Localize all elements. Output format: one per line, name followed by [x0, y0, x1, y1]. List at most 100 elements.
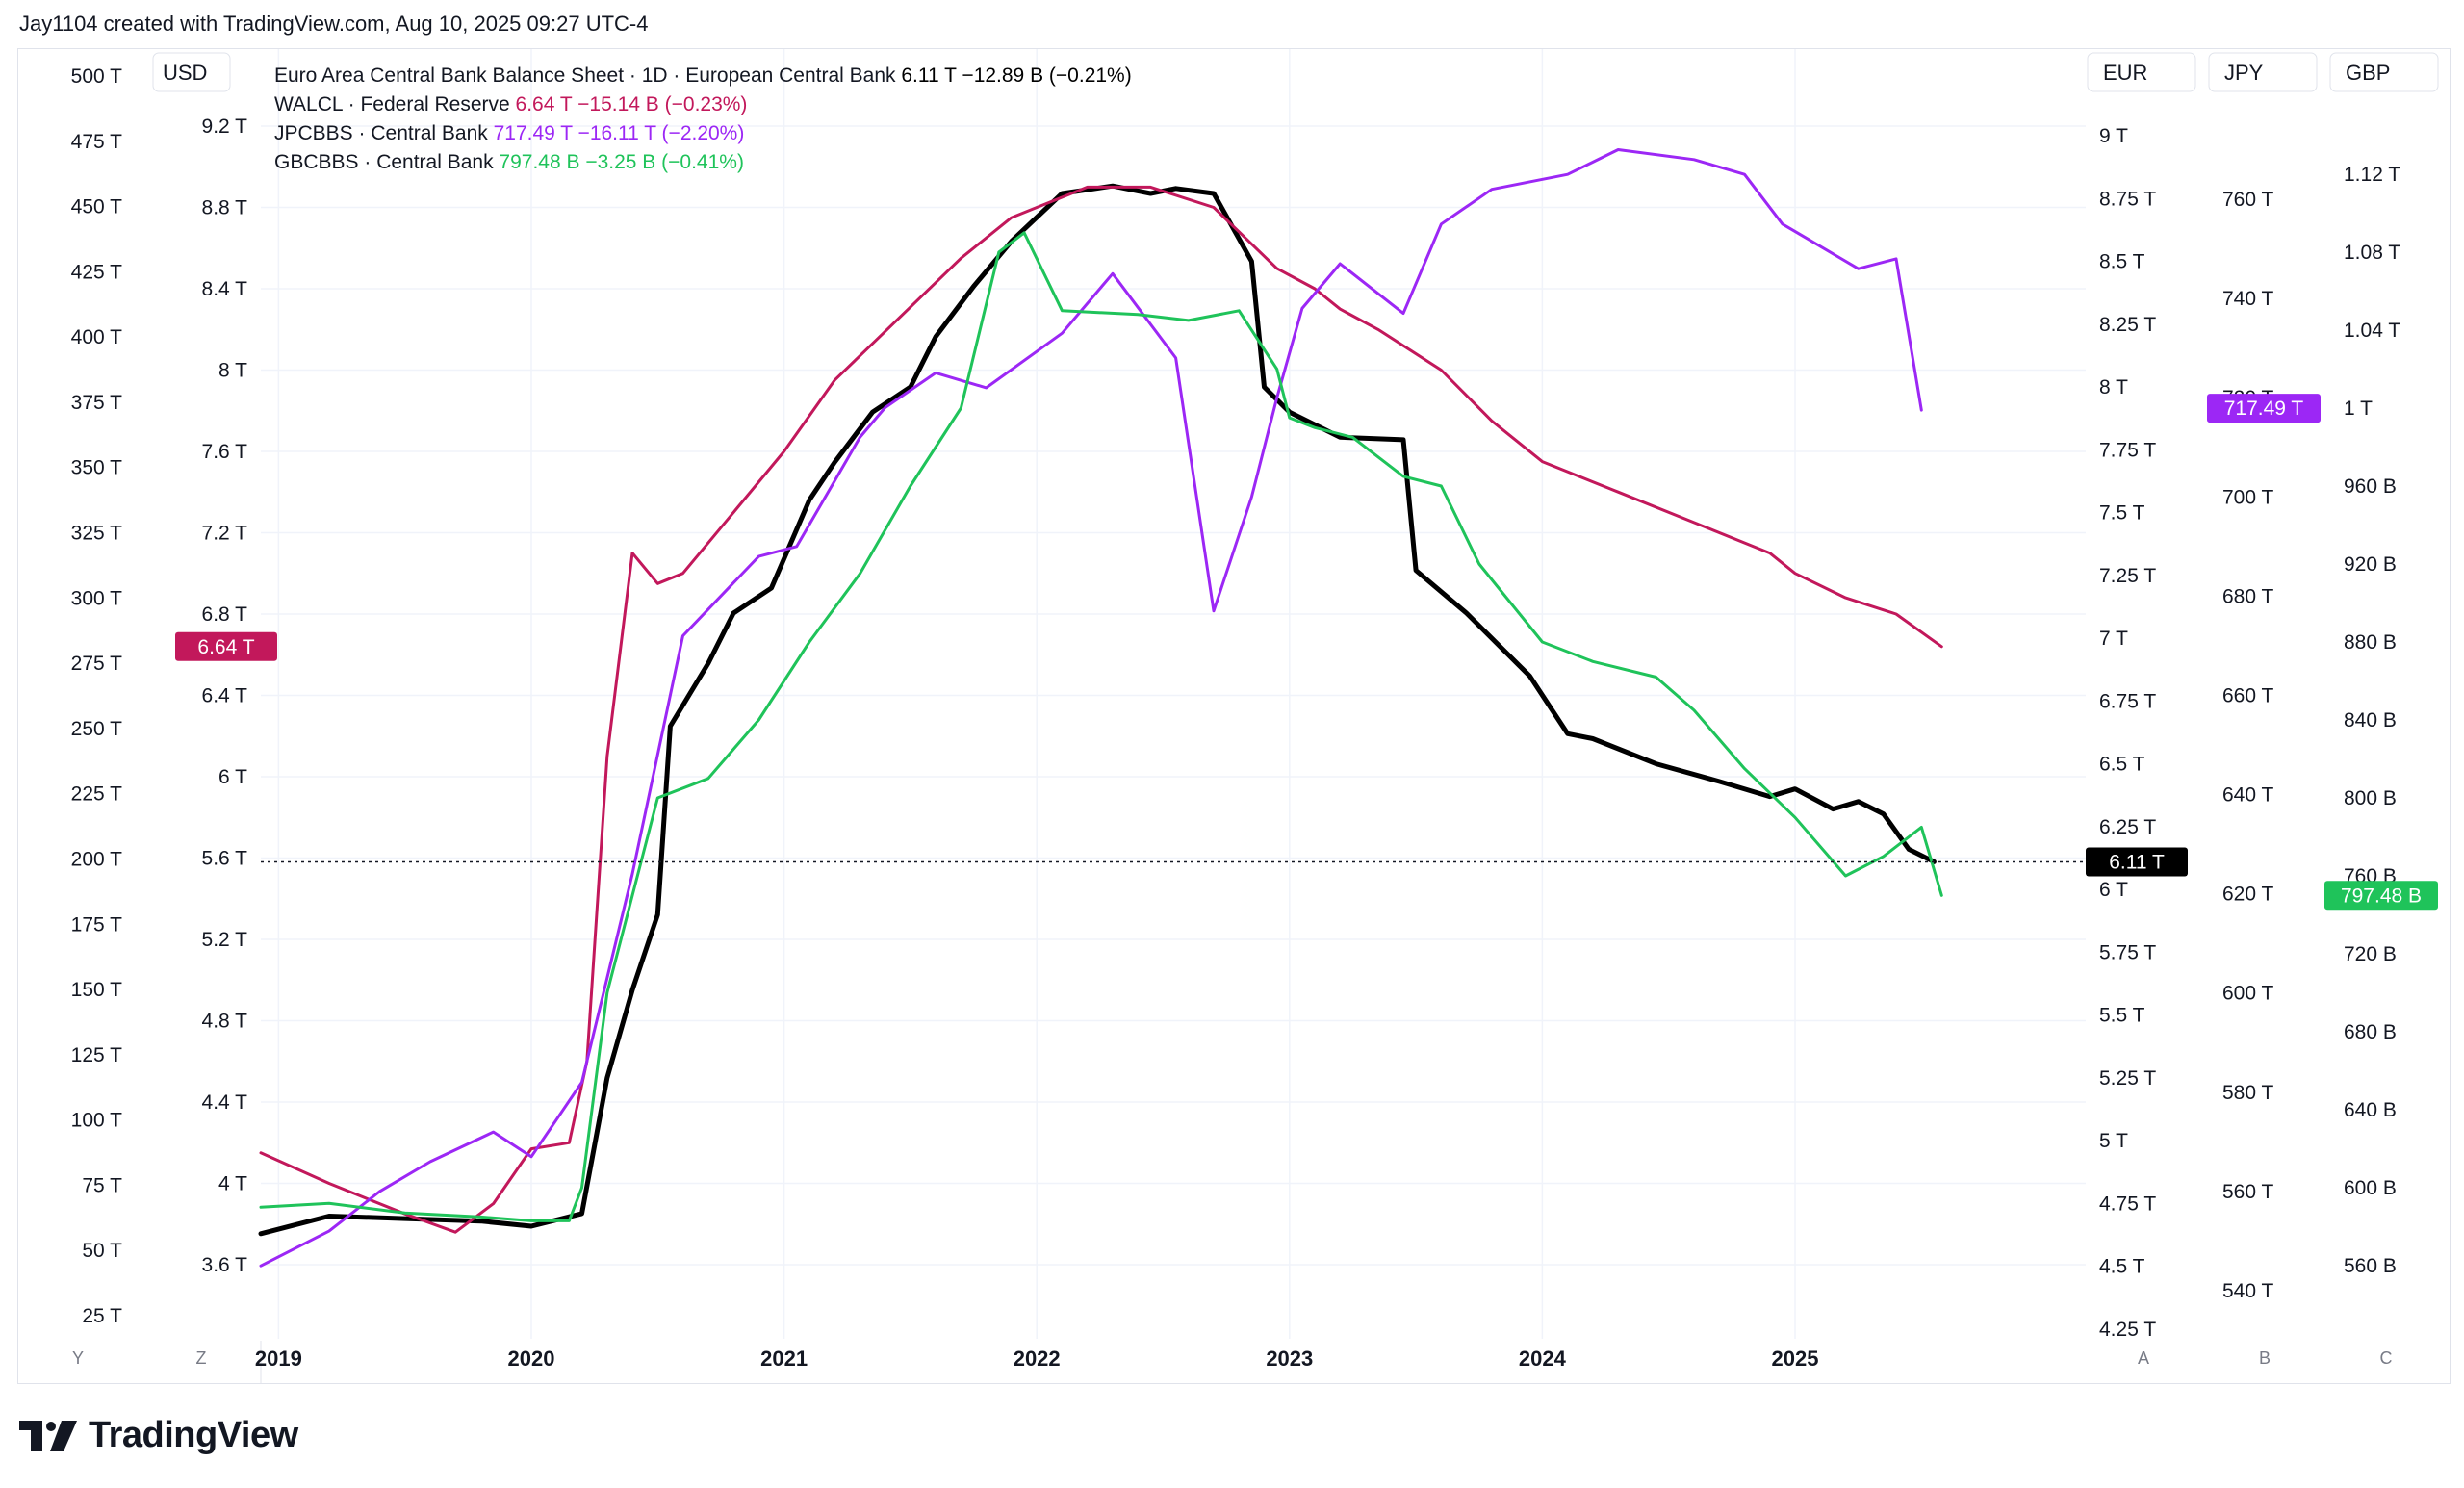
- legend-item[interactable]: JPCBBS · Central Bank 717.49 T −16.11 T …: [274, 122, 744, 144]
- eur-tick-label: 4.75 T: [2099, 1193, 2156, 1215]
- x-tick-label: 2019: [255, 1347, 302, 1371]
- usd_outer-tick-label: 300 T: [71, 587, 122, 609]
- usd_inner-tick-label: 5.2 T: [202, 929, 248, 951]
- eur-tick-label: 8.5 T: [2099, 251, 2145, 273]
- usd_outer-tick-label: 50 T: [82, 1240, 122, 1262]
- eur-tick-label: 6.75 T: [2099, 690, 2156, 712]
- walcl-price-tag-label: 6.64 T: [197, 636, 254, 658]
- usd_outer-tick-label: 400 T: [71, 326, 122, 348]
- eur-tick-label: 7 T: [2099, 628, 2128, 650]
- eur-tick-label: 5 T: [2099, 1130, 2128, 1152]
- ecb-price-tag-label: 6.11 T: [2109, 851, 2165, 873]
- gbp-tick-label: 640 B: [2344, 1099, 2397, 1121]
- chart-frame: USD EUR JPY GBP 500 T 475 T 450 T 425 T 400 …: [17, 48, 2451, 1384]
- tradingview-logo-icon: [19, 1420, 77, 1451]
- gbp-scale-tab[interactable]: GBP: [2329, 52, 2439, 92]
- usd-scale-tab[interactable]: USD: [152, 52, 231, 92]
- jpy-tick-label: 540 T: [2222, 1280, 2273, 1302]
- usd_outer-tick-label: 125 T: [71, 1044, 122, 1066]
- usd_inner-tick-label: 4.4 T: [202, 1091, 248, 1114]
- usd_inner-tick-label: 8.4 T: [202, 278, 248, 300]
- chart-attribution-header: Jay1104 created with TradingView.com, Au…: [19, 12, 649, 36]
- jpy-tick-label: 620 T: [2222, 884, 2273, 906]
- x-tick-label: 2022: [1014, 1347, 1061, 1371]
- x-tick-label: 2020: [508, 1347, 555, 1371]
- eur-tick-label: 4.25 T: [2099, 1319, 2156, 1341]
- gbp-tick-label: 1 T: [2344, 398, 2373, 420]
- eur-tick-label: 6 T: [2099, 879, 2128, 901]
- price-scales: 500 T 475 T 450 T 425 T 400 T 375 T 350 T 325 T…: [71, 65, 2401, 1341]
- usd_outer-tick-label: 325 T: [71, 523, 122, 545]
- series-line-2[interactable]: [259, 148, 1923, 1268]
- usd_outer-tick-label: 150 T: [71, 979, 122, 1001]
- usd_outer-tick-label: 25 T: [82, 1305, 122, 1327]
- usd_inner-tick-label: 7.6 T: [202, 441, 248, 463]
- jpcbbs-price-tag-label: 717.49 T: [2224, 398, 2304, 420]
- jpy-tick-label: 580 T: [2222, 1082, 2273, 1104]
- gbp-tick-label: 1.04 T: [2344, 320, 2400, 342]
- axis-letter-z[interactable]: Z: [196, 1348, 207, 1368]
- axis-letter-b[interactable]: B: [2259, 1348, 2271, 1368]
- eur-tab-label: EUR: [2103, 61, 2147, 85]
- legend-item[interactable]: Euro Area Central Bank Balance Sheet · 1…: [274, 64, 1132, 87]
- jpy-tick-label: 560 T: [2222, 1181, 2273, 1203]
- usd_outer-tick-label: 75 T: [82, 1174, 122, 1196]
- usd_outer-tick-label: 350 T: [71, 457, 122, 479]
- jpy-scale-tab[interactable]: JPY: [2208, 52, 2318, 92]
- gbp-tick-label: 1.12 T: [2344, 164, 2400, 186]
- usd_inner-tick-label: 6.8 T: [202, 603, 248, 626]
- usd_inner-tick-label: 5.6 T: [202, 848, 248, 870]
- usd_outer-tick-label: 450 T: [71, 196, 122, 218]
- chart-canvas[interactable]: USD EUR JPY GBP 500 T 475 T 450 T 425 T 400 …: [18, 49, 2450, 1383]
- usd_inner-tick-label: 3.6 T: [202, 1254, 248, 1276]
- eur-tick-label: 9 T: [2099, 125, 2128, 147]
- usd_outer-tick-label: 200 T: [71, 848, 122, 870]
- axis-letter-a[interactable]: A: [2138, 1348, 2149, 1368]
- usd_outer-tick-label: 500 T: [71, 65, 122, 88]
- walcl-price-tag: 6.64 T: [175, 631, 277, 661]
- usd_inner-tick-label: 8 T: [218, 360, 247, 382]
- legend-item[interactable]: GBCBBS · Central Bank 797.48 B −3.25 B (…: [274, 151, 744, 173]
- series-lines: [258, 148, 1943, 1268]
- eur-tick-label: 5.5 T: [2099, 1005, 2145, 1027]
- axis-letter-c[interactable]: C: [2380, 1348, 2393, 1368]
- x-tick-label: 2024: [1519, 1347, 1567, 1371]
- eur-tick-label: 6.25 T: [2099, 816, 2156, 838]
- jpy-tick-label: 740 T: [2222, 288, 2273, 310]
- x-tick-label: 2021: [760, 1347, 808, 1371]
- tradingview-brand[interactable]: TradingView: [19, 1415, 298, 1456]
- eur-tick-label: 7.25 T: [2099, 565, 2156, 587]
- legend-item[interactable]: WALCL · Federal Reserve 6.64 T −15.14 B …: [274, 93, 747, 115]
- gbp-tick-label: 880 B: [2344, 631, 2397, 654]
- eur-tick-label: 6.5 T: [2099, 754, 2145, 776]
- axis-letter-y[interactable]: Y: [72, 1348, 84, 1368]
- usd_outer-tick-label: 250 T: [71, 718, 122, 740]
- eur-scale-tab[interactable]: EUR: [2087, 52, 2196, 92]
- usd_outer-tick-label: 475 T: [71, 131, 122, 153]
- jpy-tick-label: 700 T: [2222, 486, 2273, 508]
- x-tick-label: 2025: [1772, 1347, 1819, 1371]
- series-line-3[interactable]: [259, 231, 1943, 1222]
- series-legend: Euro Area Central Bank Balance Sheet · 1…: [274, 64, 1132, 173]
- chart-gridlines: [261, 49, 2086, 1339]
- jpy-tick-label: 660 T: [2222, 684, 2273, 706]
- eur-tick-label: 5.75 T: [2099, 941, 2156, 963]
- gbp-tick-label: 920 B: [2344, 553, 2397, 576]
- x-tick-label: 2023: [1266, 1347, 1313, 1371]
- eur-tick-label: 4.5 T: [2099, 1256, 2145, 1278]
- gbp-tick-label: 560 B: [2344, 1255, 2397, 1277]
- usd_outer-tick-label: 225 T: [71, 783, 122, 806]
- gbp-tick-label: 600 B: [2344, 1177, 2397, 1199]
- jpy-tick-label: 760 T: [2222, 189, 2273, 211]
- tradingview-brand-name: TradingView: [89, 1415, 298, 1455]
- usd-tab-label: USD: [163, 61, 207, 85]
- eur-tick-label: 5.25 T: [2099, 1067, 2156, 1090]
- gbp-tick-label: 800 B: [2344, 787, 2397, 809]
- gbcbbs-price-tag: 797.48 B: [2324, 881, 2438, 911]
- ecb-price-tag: 6.11 T: [2086, 847, 2188, 877]
- eur-tick-label: 7.75 T: [2099, 439, 2156, 461]
- series-line-1[interactable]: [259, 185, 1943, 1234]
- usd_inner-tick-label: 4 T: [218, 1173, 247, 1195]
- gbp-tick-label: 1.08 T: [2344, 242, 2400, 264]
- series-line-0[interactable]: [258, 183, 1937, 1237]
